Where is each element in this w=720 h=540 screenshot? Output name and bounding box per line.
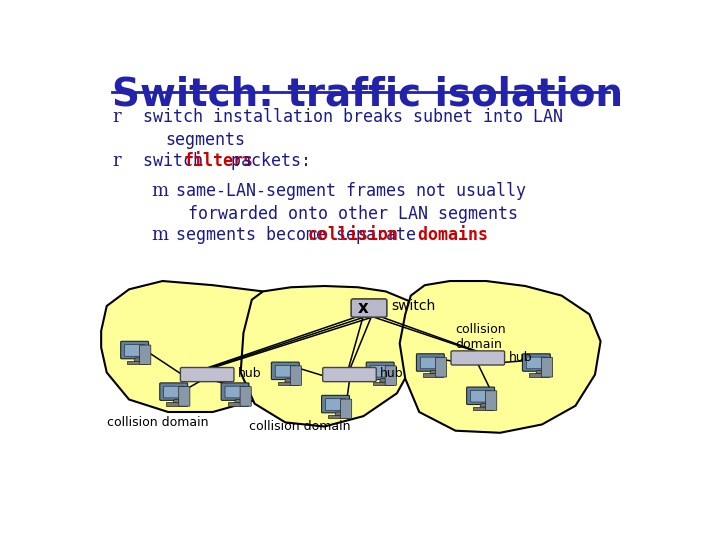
FancyBboxPatch shape bbox=[160, 383, 188, 400]
FancyBboxPatch shape bbox=[485, 391, 497, 410]
FancyBboxPatch shape bbox=[416, 354, 444, 371]
FancyBboxPatch shape bbox=[351, 299, 387, 317]
Polygon shape bbox=[173, 400, 180, 403]
FancyBboxPatch shape bbox=[385, 366, 396, 386]
FancyBboxPatch shape bbox=[290, 366, 302, 386]
FancyBboxPatch shape bbox=[541, 357, 552, 377]
Polygon shape bbox=[480, 404, 487, 407]
Bar bbox=[166, 402, 186, 406]
FancyBboxPatch shape bbox=[271, 362, 300, 380]
FancyBboxPatch shape bbox=[523, 354, 550, 371]
FancyBboxPatch shape bbox=[181, 368, 234, 382]
Text: x: x bbox=[358, 299, 369, 316]
FancyBboxPatch shape bbox=[370, 366, 390, 377]
FancyBboxPatch shape bbox=[366, 362, 394, 380]
FancyBboxPatch shape bbox=[140, 345, 150, 364]
Text: Switch: traffic isolation: Switch: traffic isolation bbox=[112, 75, 624, 113]
Text: switch: switch bbox=[392, 299, 436, 313]
Text: hub: hub bbox=[508, 350, 532, 363]
Bar bbox=[423, 373, 444, 377]
Text: hub: hub bbox=[380, 367, 404, 380]
FancyBboxPatch shape bbox=[420, 357, 441, 369]
FancyBboxPatch shape bbox=[225, 386, 245, 398]
Polygon shape bbox=[240, 286, 422, 427]
Text: segments become separate: segments become separate bbox=[176, 226, 426, 244]
Text: packets:: packets: bbox=[221, 152, 311, 170]
FancyBboxPatch shape bbox=[275, 366, 295, 377]
FancyBboxPatch shape bbox=[325, 399, 346, 410]
FancyBboxPatch shape bbox=[163, 386, 184, 398]
Text: same-LAN-segment frames not usually: same-LAN-segment frames not usually bbox=[176, 182, 526, 200]
Text: forwarded onto other LAN segments: forwarded onto other LAN segments bbox=[188, 205, 518, 223]
Text: switch: switch bbox=[143, 152, 213, 170]
FancyBboxPatch shape bbox=[467, 387, 495, 404]
Text: collision  domains: collision domains bbox=[307, 226, 487, 244]
Polygon shape bbox=[235, 400, 241, 403]
FancyBboxPatch shape bbox=[341, 399, 351, 418]
Bar bbox=[278, 382, 298, 385]
Text: m: m bbox=[151, 226, 168, 244]
Text: collision domain: collision domain bbox=[107, 416, 208, 429]
FancyBboxPatch shape bbox=[436, 357, 446, 377]
Polygon shape bbox=[101, 281, 313, 412]
Bar bbox=[328, 415, 348, 418]
FancyBboxPatch shape bbox=[240, 387, 251, 406]
FancyBboxPatch shape bbox=[179, 387, 190, 406]
Polygon shape bbox=[134, 358, 141, 361]
FancyBboxPatch shape bbox=[125, 345, 145, 356]
Bar bbox=[473, 407, 493, 410]
FancyBboxPatch shape bbox=[451, 351, 505, 365]
Polygon shape bbox=[430, 370, 436, 374]
Text: collision domain: collision domain bbox=[249, 420, 351, 433]
Text: r: r bbox=[112, 109, 121, 126]
FancyBboxPatch shape bbox=[526, 357, 546, 369]
Text: switch installation breaks subnet into LAN: switch installation breaks subnet into L… bbox=[143, 109, 563, 126]
Bar bbox=[228, 402, 248, 406]
Polygon shape bbox=[536, 370, 543, 374]
Text: m: m bbox=[151, 182, 168, 200]
FancyBboxPatch shape bbox=[471, 390, 490, 402]
FancyBboxPatch shape bbox=[323, 368, 377, 382]
Bar bbox=[373, 382, 393, 385]
FancyBboxPatch shape bbox=[121, 341, 148, 359]
Polygon shape bbox=[284, 379, 292, 382]
Bar bbox=[127, 361, 148, 364]
Polygon shape bbox=[335, 412, 342, 415]
Polygon shape bbox=[379, 379, 387, 382]
Text: hub: hub bbox=[238, 367, 261, 380]
FancyBboxPatch shape bbox=[322, 395, 349, 413]
Bar bbox=[529, 373, 549, 377]
Text: collision
domain: collision domain bbox=[456, 322, 506, 350]
Polygon shape bbox=[400, 281, 600, 433]
FancyBboxPatch shape bbox=[221, 383, 249, 400]
Text: r: r bbox=[112, 152, 121, 170]
Text: filters: filters bbox=[183, 152, 253, 170]
Text: segments: segments bbox=[166, 131, 246, 150]
